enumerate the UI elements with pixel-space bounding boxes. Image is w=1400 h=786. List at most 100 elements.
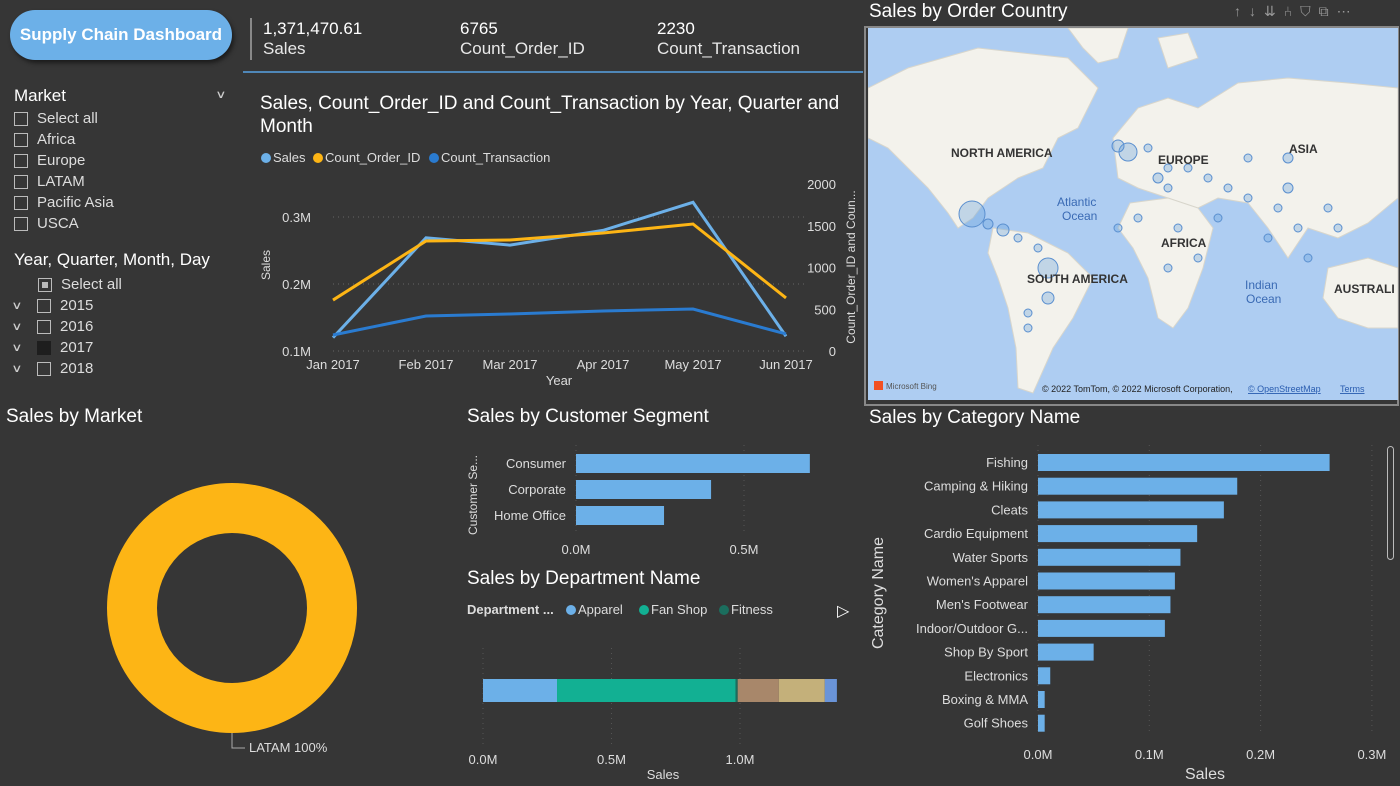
bar[interactable]	[1038, 548, 1181, 566]
map-bubble[interactable]	[1152, 172, 1164, 184]
bar[interactable]	[1038, 477, 1238, 495]
map-bubble[interactable]	[1263, 233, 1273, 243]
map-bubble[interactable]	[1323, 203, 1333, 213]
chevron-down-icon[interactable]: ∨	[11, 300, 23, 312]
scrollbar[interactable]	[1387, 446, 1394, 560]
map-bubble[interactable]	[1293, 223, 1303, 233]
bar-segment-apparel[interactable]	[483, 679, 558, 702]
checkbox[interactable]	[37, 340, 51, 355]
map-bubble[interactable]	[1113, 223, 1123, 233]
chevron-down-icon[interactable]: ∨	[11, 363, 23, 375]
bar-segment[interactable]	[778, 679, 825, 702]
line-series-count-transaction[interactable]	[332, 307, 787, 337]
slicer-item-year[interactable]: ∨ 2018	[11, 358, 232, 379]
chevron-down-icon[interactable]: ∨	[215, 89, 227, 101]
checkbox[interactable]	[14, 132, 28, 147]
map-bubble[interactable]	[1133, 213, 1143, 223]
slicer-item[interactable]: Africa	[14, 129, 232, 150]
more-options-icon[interactable]: ⋯	[1336, 3, 1351, 19]
map-bubble[interactable]	[1033, 243, 1043, 253]
map-bubble[interactable]	[1041, 291, 1055, 305]
map-bubble[interactable]	[1282, 182, 1294, 194]
map-bubble[interactable]	[1193, 253, 1203, 263]
map-bubble[interactable]	[1143, 143, 1153, 153]
expand-all-down-icon[interactable]: ⇊	[1264, 3, 1276, 19]
map-bubble[interactable]	[1023, 308, 1033, 318]
checkbox[interactable]	[14, 195, 28, 210]
bar[interactable]	[576, 506, 665, 525]
slicer-item-year[interactable]: ∨ 2017	[11, 337, 232, 358]
map-bubbles[interactable]	[958, 139, 1343, 333]
legend-label[interactable]: Sales	[273, 150, 306, 165]
map-bubble[interactable]	[1163, 163, 1173, 173]
legend-next-arrow-icon[interactable]: ▷	[837, 603, 850, 620]
map-bubble[interactable]	[996, 223, 1010, 237]
map-visual[interactable]: NORTH AMERICA EUROPE ASIA AFRICA SOUTH A…	[868, 28, 1398, 400]
bar[interactable]	[1038, 501, 1224, 519]
map-bubble[interactable]	[1243, 153, 1253, 163]
bar-segment-fitness[interactable]	[735, 679, 738, 702]
line-series-sales[interactable]	[331, 200, 788, 339]
bar[interactable]	[1038, 454, 1330, 471]
map-bubble[interactable]	[1213, 213, 1223, 223]
bar[interactable]	[1038, 596, 1171, 614]
slicer-item-year[interactable]: ∨ 2016	[11, 316, 232, 337]
chevron-down-icon[interactable]: ∨	[11, 321, 23, 333]
map-bubble[interactable]	[1111, 139, 1125, 153]
map-bubble[interactable]	[1333, 223, 1343, 233]
map-bubble[interactable]	[1013, 233, 1023, 243]
bar[interactable]	[1038, 572, 1175, 590]
map-bubble[interactable]	[1223, 183, 1233, 193]
checkbox[interactable]	[14, 153, 28, 168]
map-bubble[interactable]	[1203, 173, 1213, 183]
legend-label[interactable]: Count_Transaction	[441, 150, 550, 165]
map-bubble[interactable]	[1282, 152, 1294, 164]
slicer-item[interactable]: USCA	[14, 213, 232, 234]
bar[interactable]	[1038, 643, 1094, 661]
legend-label[interactable]: Fan Shop	[651, 602, 707, 617]
checkbox[interactable]	[14, 174, 28, 189]
focus-mode-icon[interactable]: ⧉	[1318, 3, 1329, 19]
checkbox[interactable]	[38, 277, 52, 292]
chevron-down-icon[interactable]: ∨	[11, 342, 23, 354]
slicer-item[interactable]: Select all	[14, 108, 232, 129]
map-bubble[interactable]	[1303, 253, 1313, 263]
checkbox[interactable]	[37, 361, 51, 376]
map-bubble[interactable]	[1183, 163, 1193, 173]
map-bubble[interactable]	[1243, 193, 1253, 203]
hierarchy-icon[interactable]: ⑃	[1283, 3, 1293, 19]
bar[interactable]	[576, 480, 712, 499]
legend-label[interactable]: Fitness	[731, 602, 773, 617]
bar[interactable]	[1038, 691, 1045, 708]
slicer-item-select-all[interactable]: Select all	[14, 274, 232, 295]
bar[interactable]	[1038, 667, 1051, 685]
bar[interactable]	[1038, 525, 1198, 543]
slicer-item[interactable]: Europe	[14, 150, 232, 171]
bar-segment[interactable]	[737, 679, 779, 702]
slicer-item[interactable]: Pacific Asia	[14, 192, 232, 213]
checkbox[interactable]	[37, 319, 51, 334]
arrow-up-icon[interactable]: ↑	[1234, 3, 1241, 19]
bar[interactable]	[1038, 619, 1165, 637]
checkbox[interactable]	[14, 216, 28, 231]
map-bubble[interactable]	[982, 218, 994, 230]
slicer-item-year[interactable]: ∨ 2015	[11, 295, 232, 316]
bar-segment-fan-shop[interactable]	[557, 679, 736, 702]
bar-segment[interactable]	[824, 679, 837, 702]
dashboard-title-button[interactable]: Supply Chain Dashboard	[10, 10, 232, 60]
arrow-down-icon[interactable]: ↓	[1249, 3, 1256, 19]
bar[interactable]	[1038, 714, 1045, 732]
map-bubble[interactable]	[1037, 257, 1059, 279]
legend-label[interactable]: Apparel	[578, 602, 623, 617]
osm-link[interactable]: © OpenStreetMap	[1248, 384, 1321, 394]
slicer-item[interactable]: LATAM	[14, 171, 232, 192]
map-bubble[interactable]	[1023, 323, 1033, 333]
map-bubble[interactable]	[1163, 183, 1173, 193]
filter-icon[interactable]: ⛉	[1300, 3, 1311, 19]
map-bubble[interactable]	[1273, 203, 1283, 213]
map-bubble[interactable]	[1173, 223, 1183, 233]
line-series-count-order-id[interactable]	[332, 222, 787, 302]
bar[interactable]	[576, 454, 810, 473]
map-bubble[interactable]	[1163, 263, 1173, 273]
map-bubble[interactable]	[958, 200, 986, 228]
